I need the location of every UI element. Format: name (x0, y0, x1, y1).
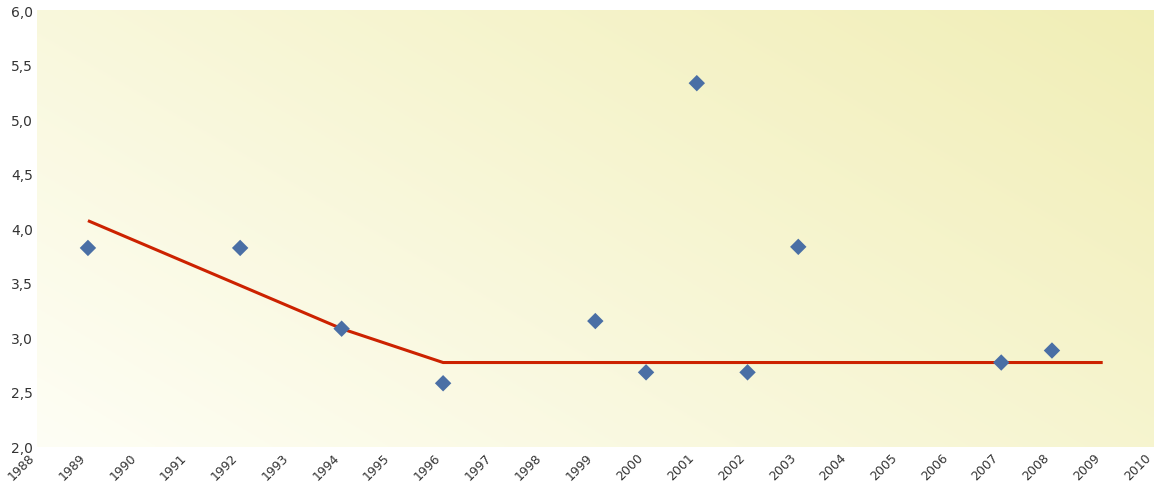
Point (333, 325, 351, 333)
Point (231, 244, 249, 252)
Point (992, 359, 1011, 366)
Point (789, 244, 808, 251)
Point (79, 244, 97, 252)
Point (738, 368, 757, 376)
Point (636, 368, 655, 376)
Point (1043, 347, 1062, 355)
Point (687, 80, 706, 88)
Point (433, 380, 452, 387)
Point (586, 318, 605, 325)
